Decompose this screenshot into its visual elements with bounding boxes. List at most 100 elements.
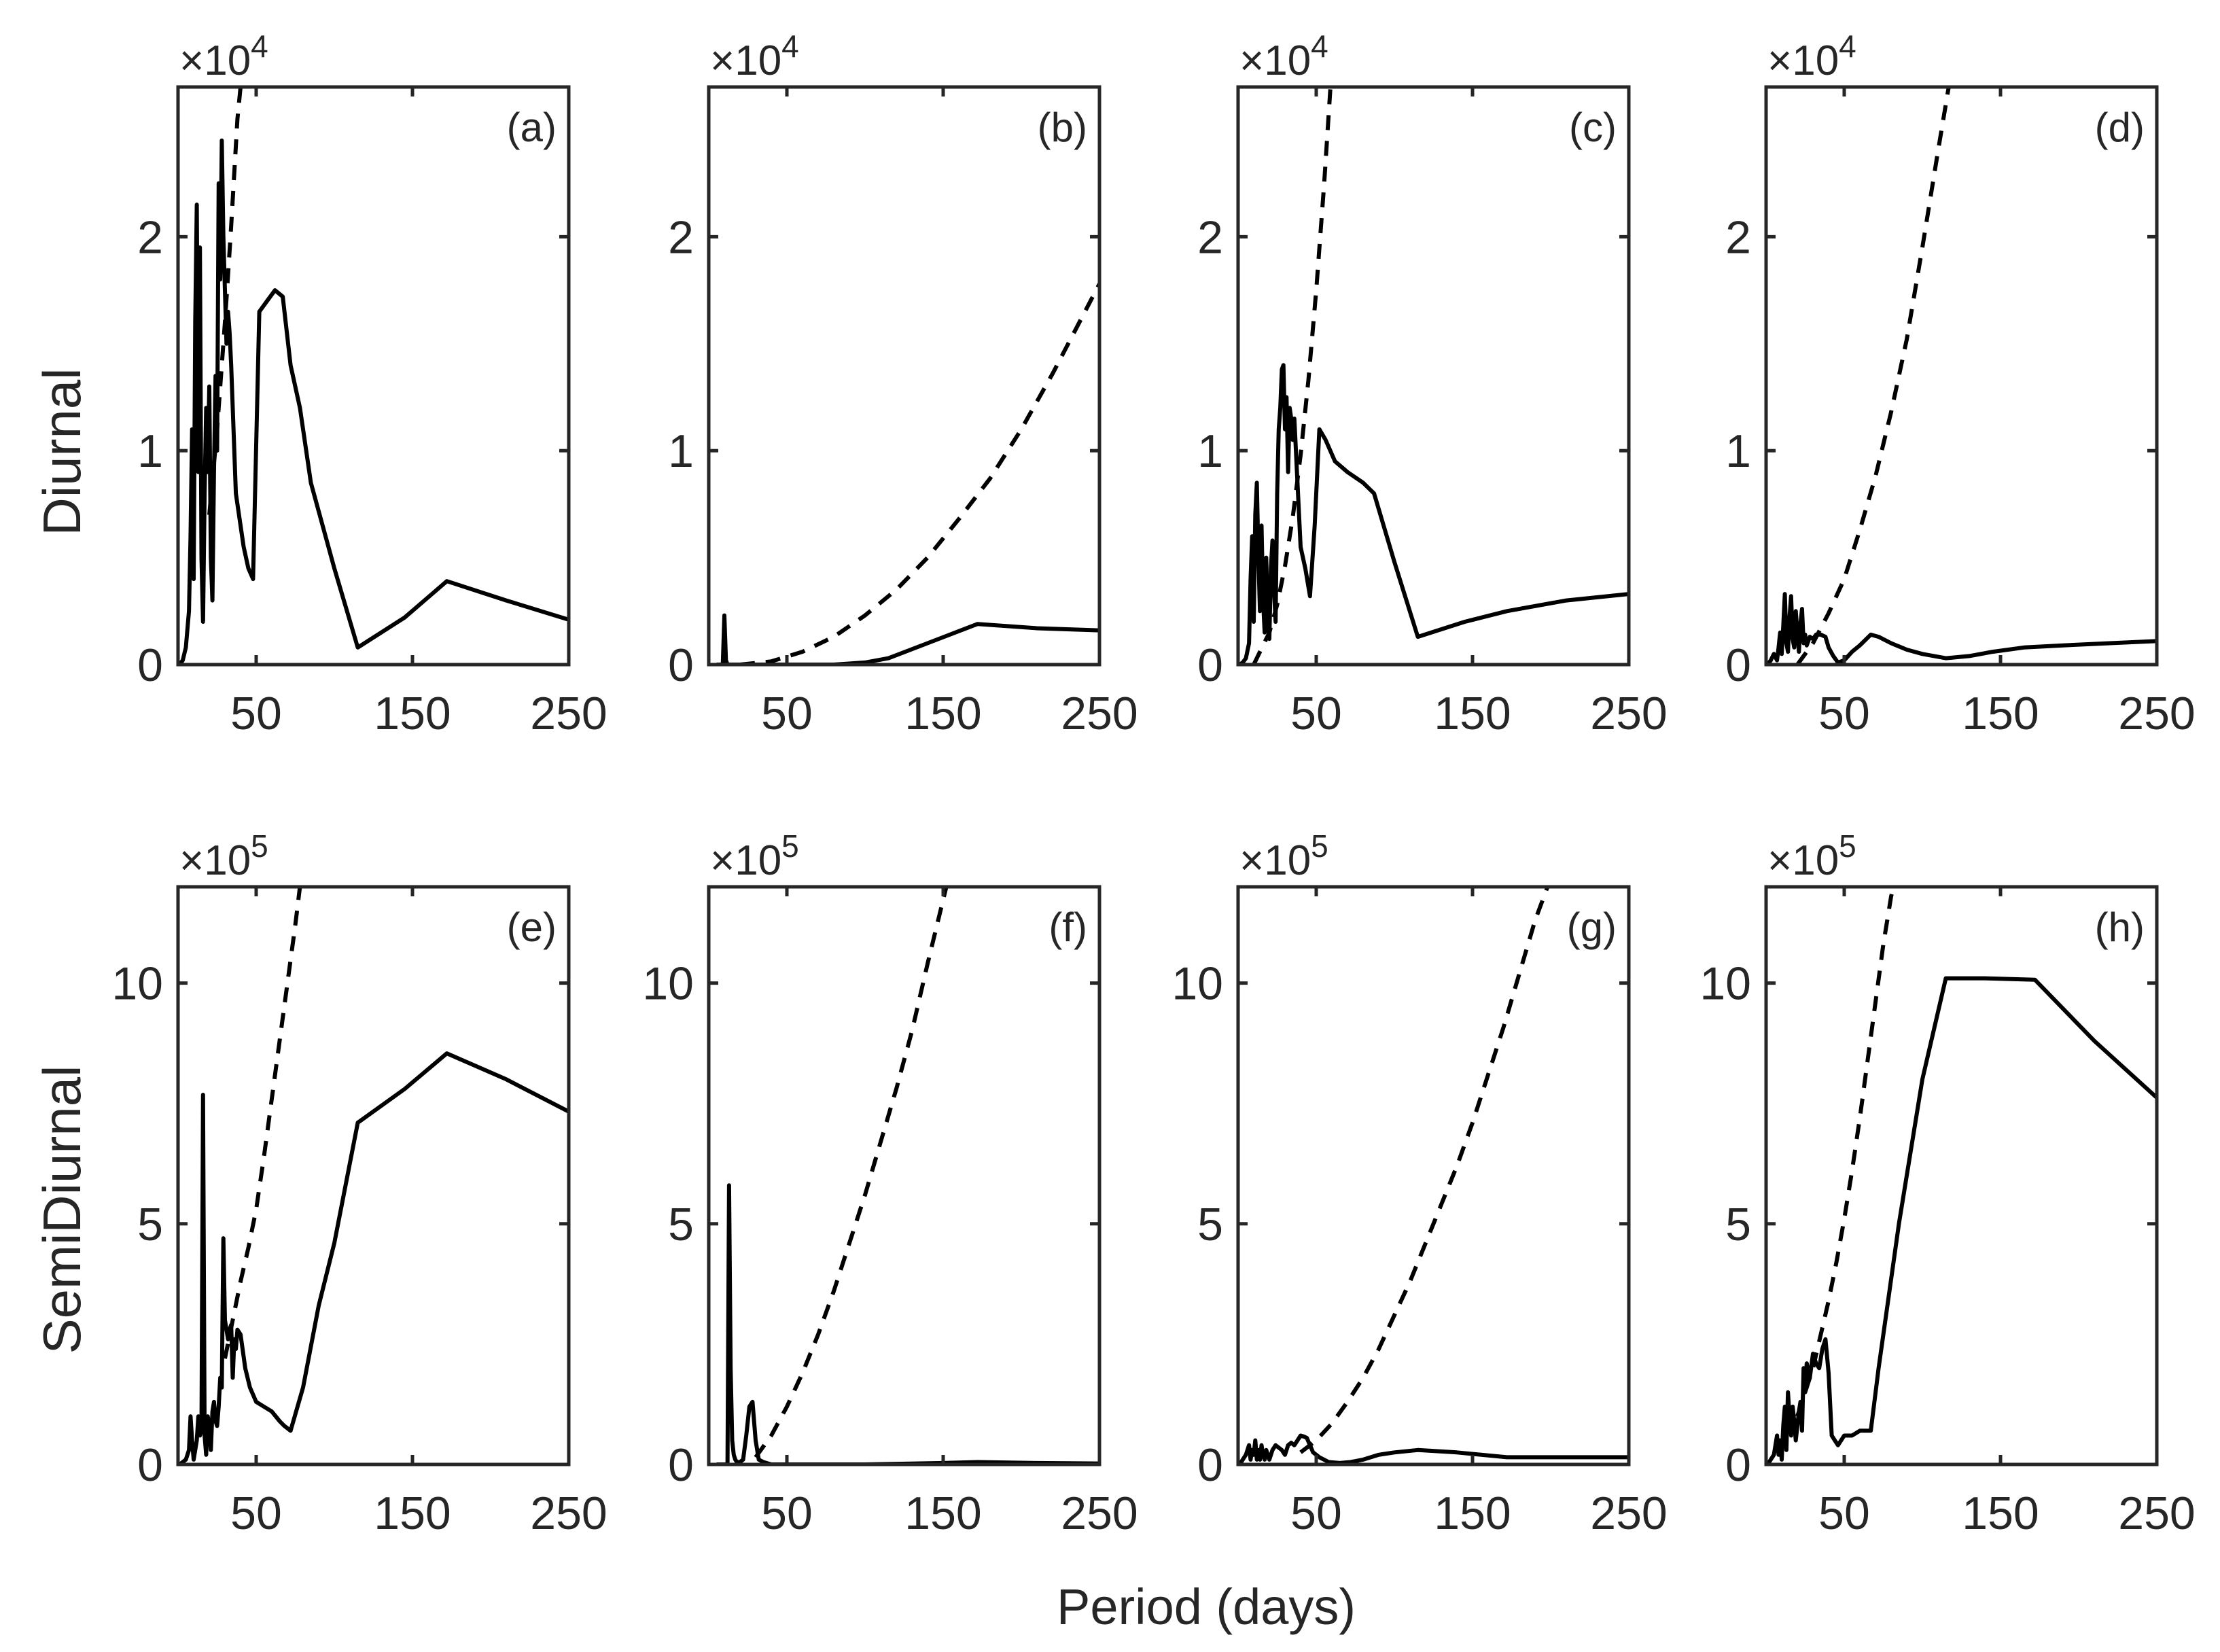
x-axis-label: Period (days) bbox=[1057, 1579, 1356, 1635]
x-tick-label: 150 bbox=[904, 1488, 981, 1539]
series-dashed-line bbox=[754, 887, 949, 1459]
panel-label: (c) bbox=[1569, 105, 1617, 150]
y-tick-label: 10 bbox=[1699, 958, 1751, 1010]
y-tick-label: 10 bbox=[642, 958, 694, 1010]
x-tick-label: 150 bbox=[1962, 688, 2039, 739]
y-tick-label: 0 bbox=[137, 639, 163, 691]
y-tick-label: 5 bbox=[137, 1199, 163, 1250]
panel-label: (b) bbox=[1038, 105, 1087, 150]
scale-exponent: 4 bbox=[781, 29, 799, 64]
scale-prefix: ×10 bbox=[1239, 837, 1311, 884]
x-tick-label: 250 bbox=[530, 688, 607, 739]
y-tick-label: 0 bbox=[1197, 1439, 1223, 1491]
panel-b: 50 150 250 0 1 2 ×104 (b) bbox=[668, 29, 1138, 739]
y-scale-factor: ×105 bbox=[1767, 828, 1856, 884]
x-tick-label: 250 bbox=[2118, 688, 2195, 739]
y-tick-label: 1 bbox=[668, 425, 694, 477]
row-label-semidiurnal: SemiDiurnal bbox=[32, 1066, 92, 1354]
y-tick-label: 0 bbox=[1725, 1439, 1751, 1491]
scale-exponent: 4 bbox=[251, 29, 268, 64]
row-label-diurnal: Diurnal bbox=[32, 368, 92, 535]
x-tick-label: 150 bbox=[374, 688, 451, 739]
series-solid-line bbox=[1238, 1433, 1629, 1464]
series-solid-line bbox=[1238, 363, 1629, 665]
panel-label: (e) bbox=[507, 904, 557, 950]
y-tick-label: 2 bbox=[1197, 211, 1223, 263]
x-tick-label: 50 bbox=[1290, 688, 1342, 739]
panel-f: 50 150 250 0 5 10 ×105 (f) bbox=[642, 828, 1138, 1539]
series-dashed-line bbox=[739, 283, 1099, 665]
scale-exponent: 4 bbox=[1311, 29, 1328, 64]
y-scale-factor: ×104 bbox=[1767, 29, 1856, 84]
scale-prefix: ×10 bbox=[710, 837, 781, 884]
scale-prefix: ×10 bbox=[1767, 37, 1839, 84]
y-tick-label: 2 bbox=[668, 211, 694, 263]
scale-prefix: ×10 bbox=[710, 37, 781, 84]
series-dashed-line bbox=[223, 887, 302, 1359]
x-tick-label: 50 bbox=[761, 1488, 813, 1539]
scale-prefix: ×10 bbox=[1239, 37, 1311, 84]
series-dashed-line bbox=[1795, 887, 1896, 1418]
y-scale-factor: ×104 bbox=[1239, 29, 1328, 84]
panel-label: (a) bbox=[507, 105, 557, 150]
y-tick-label: 2 bbox=[1725, 211, 1751, 263]
plot-frame bbox=[1236, 885, 1631, 1466]
y-tick-label: 1 bbox=[1197, 425, 1223, 477]
x-tick-label: 150 bbox=[374, 1488, 451, 1539]
panel-d: 50 150 250 0 1 2 ×104 (d) bbox=[1725, 29, 2196, 739]
x-tick-label: 50 bbox=[1818, 1488, 1870, 1539]
plot-frame bbox=[176, 885, 571, 1466]
y-tick-label: 5 bbox=[1197, 1199, 1223, 1250]
series-solid-line bbox=[1766, 592, 2157, 665]
series-dashed-line bbox=[1299, 887, 1550, 1454]
scale-exponent: 5 bbox=[1311, 828, 1328, 864]
x-tick-label: 150 bbox=[904, 688, 981, 739]
panel-label: (h) bbox=[2095, 904, 2145, 950]
panel-label: (d) bbox=[2095, 105, 2145, 150]
scale-exponent: 5 bbox=[251, 828, 268, 864]
y-tick-label: 0 bbox=[1725, 639, 1751, 691]
panel-label: (f) bbox=[1049, 904, 1087, 950]
x-tick-label: 150 bbox=[1434, 688, 1511, 739]
series-solid-line bbox=[1766, 976, 2157, 1464]
series-solid-line bbox=[178, 138, 569, 665]
y-tick-label: 1 bbox=[137, 425, 163, 477]
scale-exponent: 4 bbox=[1839, 29, 1856, 64]
plot-frame bbox=[176, 85, 571, 667]
x-tick-label: 250 bbox=[2118, 1488, 2195, 1539]
x-tick-label: 250 bbox=[1061, 688, 1138, 739]
scale-exponent: 5 bbox=[1839, 828, 1856, 864]
y-tick-label: 0 bbox=[668, 1439, 694, 1491]
x-tick-label: 50 bbox=[1290, 1488, 1342, 1539]
x-tick-label: 250 bbox=[1061, 1488, 1138, 1539]
x-tick-label: 250 bbox=[530, 1488, 607, 1539]
y-scale-factor: ×105 bbox=[710, 828, 799, 884]
scale-prefix: ×10 bbox=[1767, 837, 1839, 884]
series-solid-line bbox=[178, 1051, 569, 1464]
y-tick-label: 10 bbox=[111, 958, 163, 1010]
plot-frame bbox=[1764, 885, 2159, 1466]
panel-a: 50 150 250 0 1 2 ×104 (a) bbox=[137, 29, 607, 739]
y-scale-factor: ×104 bbox=[179, 29, 268, 84]
x-tick-label: 250 bbox=[1590, 1488, 1667, 1539]
plot-frame bbox=[707, 885, 1102, 1466]
x-tick-label: 150 bbox=[1434, 1488, 1511, 1539]
y-scale-factor: ×105 bbox=[1239, 828, 1328, 884]
x-tick-label: 150 bbox=[1962, 1488, 2039, 1539]
y-tick-label: 0 bbox=[137, 1439, 163, 1491]
scale-exponent: 5 bbox=[781, 828, 799, 864]
series-dashed-line bbox=[1252, 87, 1333, 665]
y-tick-label: 0 bbox=[1197, 639, 1223, 691]
plot-frame bbox=[1236, 85, 1631, 667]
x-tick-label: 50 bbox=[1818, 688, 1870, 739]
series-solid-line bbox=[716, 613, 1099, 665]
x-tick-label: 250 bbox=[1590, 688, 1667, 739]
y-scale-factor: ×104 bbox=[710, 29, 799, 84]
plot-frame bbox=[1764, 85, 2159, 667]
x-tick-label: 50 bbox=[230, 1488, 282, 1539]
